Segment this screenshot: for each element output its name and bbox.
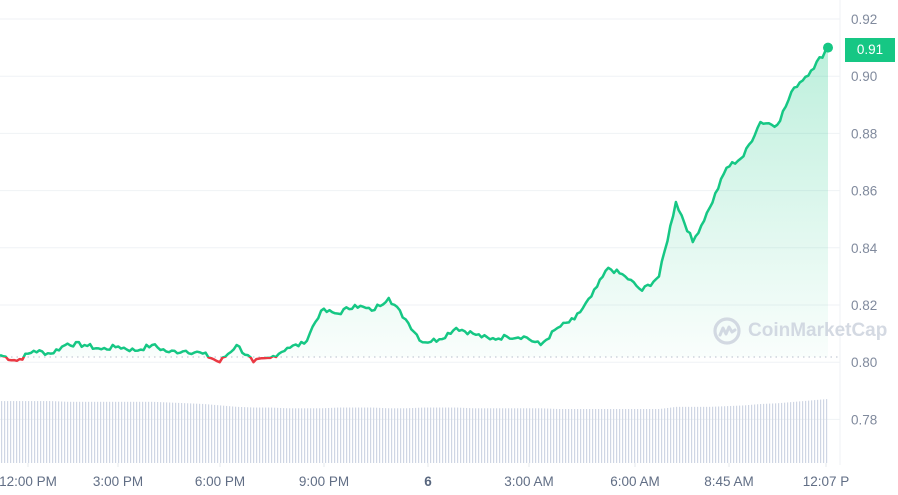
x-axis-label: 3:00 AM xyxy=(504,474,554,489)
price-area-fill xyxy=(0,47,828,357)
gridlines xyxy=(0,0,841,467)
coinmarketcap-logo-icon xyxy=(713,317,741,345)
x-axis-label: 3:00 PM xyxy=(93,474,143,489)
y-axis-label: 0.92 xyxy=(851,12,877,27)
price-line-up xyxy=(0,46,829,357)
volume-bars xyxy=(1,399,828,463)
x-axis-labels: 12:00 PM 3:00 PM 6:00 PM 9:00 PM 6 3:00 AM 6:0… xyxy=(0,474,849,489)
x-axis-label: 9:00 PM xyxy=(299,474,349,489)
y-axis-label: 0.80 xyxy=(851,355,877,370)
x-axis-label: 12:07 P xyxy=(803,474,850,489)
coinmarketcap-watermark: CoinMarketCap xyxy=(712,316,887,346)
y-axis-label: 0.84 xyxy=(851,241,878,256)
x-axis-label: 6:00 AM xyxy=(610,474,660,489)
y-axis-label: 0.90 xyxy=(851,69,877,84)
x-axis-label: 8:45 AM xyxy=(704,474,754,489)
current-price-badge: 0.91 xyxy=(845,38,895,62)
y-axis-label: 0.78 xyxy=(851,412,877,427)
x-axis-label: 12:00 PM xyxy=(0,474,57,489)
y-axis-label: 0.82 xyxy=(851,298,877,313)
y-axis-labels: 0.92 0.90 0.88 0.86 0.84 0.82 0.80 0.78 xyxy=(851,12,878,427)
x-axis-label: 6 xyxy=(424,474,432,489)
current-price-dot xyxy=(823,42,833,53)
y-axis-label: 0.86 xyxy=(851,184,877,199)
x-axis-label: 6:00 PM xyxy=(195,474,245,489)
y-axis-label: 0.88 xyxy=(851,126,877,141)
watermark-text: CoinMarketCap xyxy=(748,320,888,341)
